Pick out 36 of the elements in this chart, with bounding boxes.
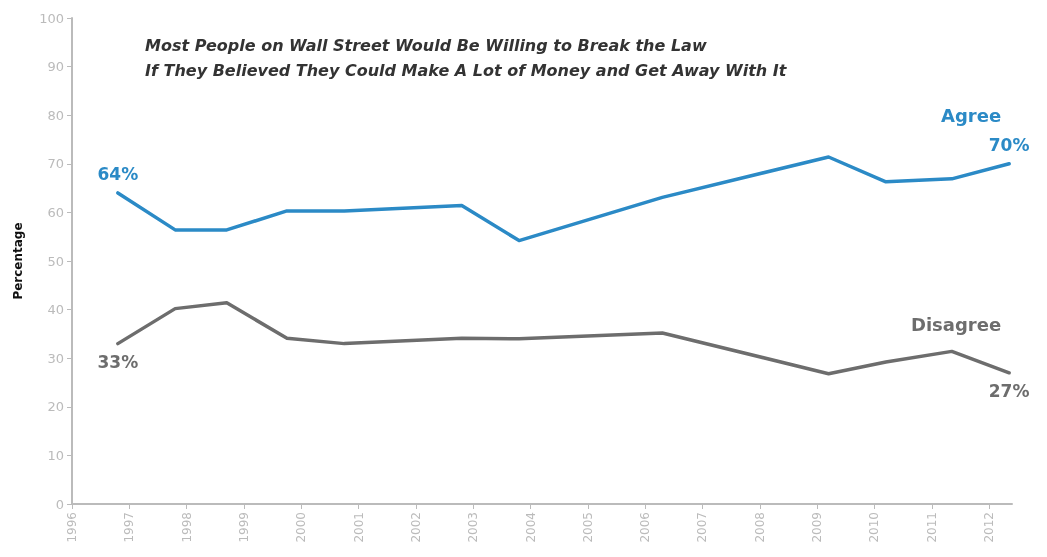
x-tick-label: 2000: [294, 512, 309, 543]
x-tick-label: 2010: [867, 512, 882, 543]
x-tick-label: 2009: [810, 512, 825, 543]
y-tick-label: 70: [47, 156, 64, 172]
x-tick-label: 2012: [982, 512, 997, 543]
series-label: Disagree: [910, 314, 1002, 336]
y-tick-label: 80: [47, 107, 64, 123]
y-tick-label: 50: [47, 253, 64, 269]
text: Most People on Wall Street Would Be Willing to Break the Law If They Believed They Could Make A Lot of Money and Get Away With It: [145, 36, 788, 80]
y-tick-label: 100: [39, 10, 64, 26]
y-tick-label: 90: [47, 59, 64, 75]
y-tick-label: 0: [55, 496, 64, 512]
data-label: 27%: [988, 381, 1030, 402]
x-tick-label: 1999: [236, 512, 251, 543]
y-tick-label: 60: [47, 204, 64, 220]
x-tick-label: 2005: [580, 512, 595, 543]
x-tick-label: 2008: [752, 512, 767, 543]
x-tick-label: 2002: [408, 512, 423, 543]
data-label: 33%: [97, 352, 139, 373]
data-label: 64%: [97, 164, 139, 185]
x-tick-label: 2003: [466, 512, 481, 543]
x-tick-label: 2004: [523, 512, 538, 543]
x-tick-label: 2006: [638, 512, 653, 543]
text: Agree: [941, 105, 1002, 127]
y-tick-label: 10: [47, 447, 64, 463]
data-label: 70%: [988, 135, 1030, 156]
y-tick-label: 40: [47, 302, 64, 318]
x-tick-label: 1996: [65, 512, 79, 543]
x-tick-label: 2007: [695, 512, 710, 543]
y-tick-label: 30: [47, 350, 64, 366]
x-tick-label: 1998: [179, 512, 194, 543]
y-tick-label: 20: [47, 399, 64, 415]
x-tick-label: 2011: [924, 512, 939, 543]
x-tick-label: 2001: [351, 512, 366, 543]
x-tick-label: 1997: [122, 512, 137, 543]
y-axis-title: Percentage: [11, 222, 25, 300]
